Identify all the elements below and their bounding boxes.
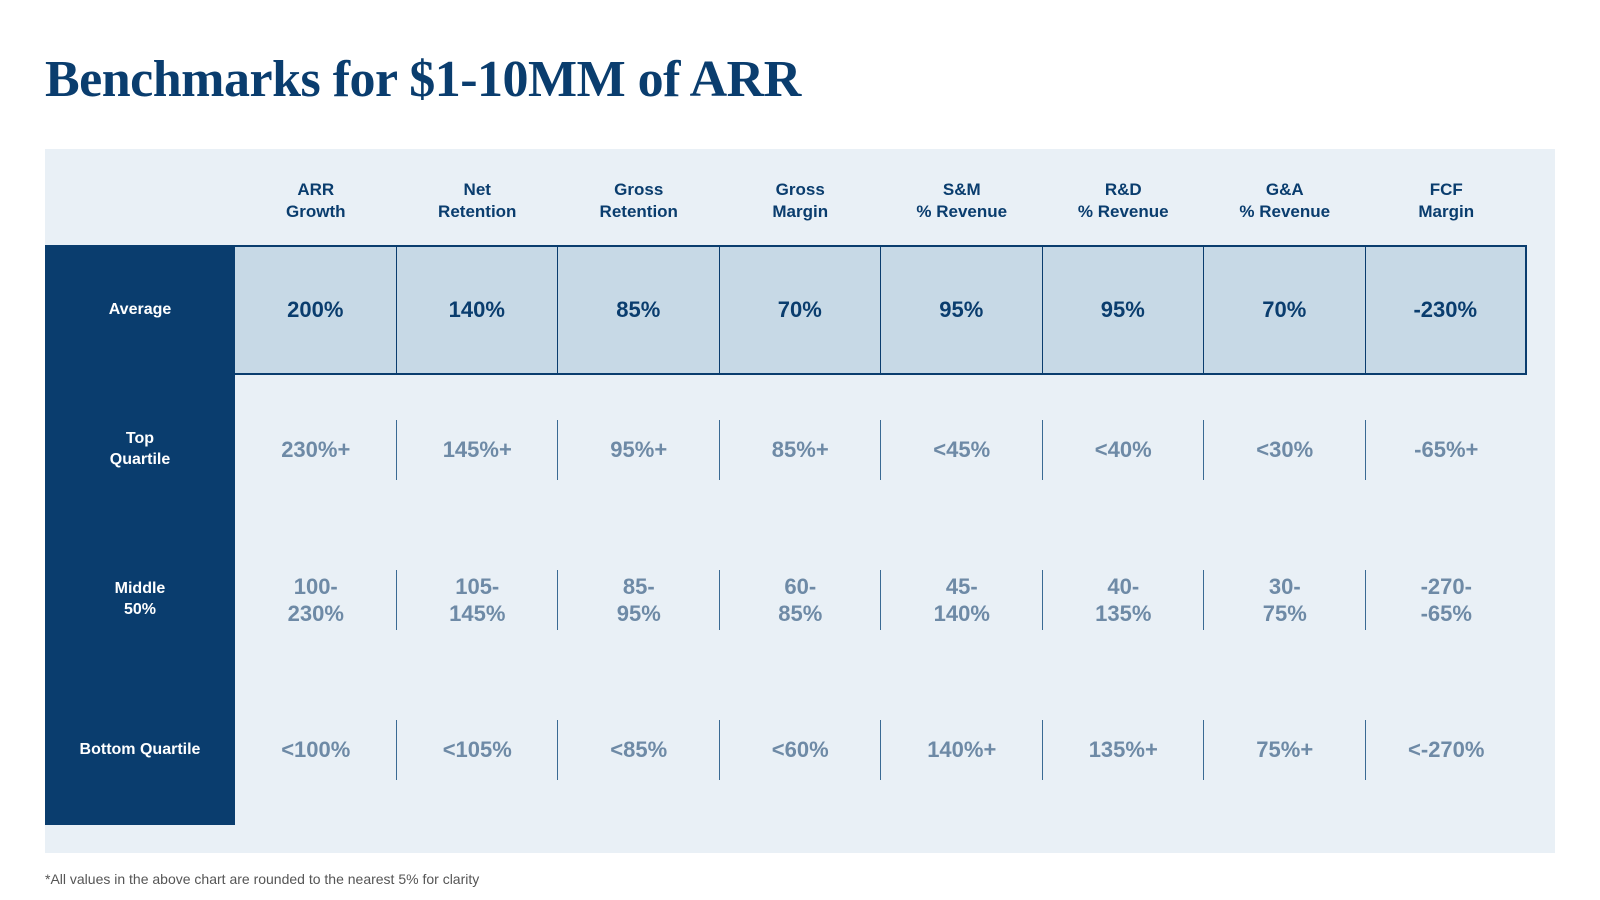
table-cell: 70%	[720, 245, 882, 375]
table-cell: 40- 135%	[1043, 525, 1205, 675]
column-header: Net Retention	[397, 169, 559, 245]
table-cell: 140%	[397, 245, 559, 375]
column-header: FCF Margin	[1366, 169, 1528, 245]
table-corner	[45, 169, 235, 245]
table-cell: <40%	[1043, 375, 1205, 525]
column-header: ARR Growth	[235, 169, 397, 245]
table-cell: <60%	[720, 675, 882, 825]
table-cell: 85- 95%	[558, 525, 720, 675]
table-cell: 75%+	[1204, 675, 1366, 825]
table-cell: -65%+	[1366, 375, 1528, 525]
table-cell: 70%	[1204, 245, 1366, 375]
table-cell: 230%+	[235, 375, 397, 525]
table-cell: 85%+	[720, 375, 882, 525]
table-cell: 200%	[235, 245, 397, 375]
table-cell: <-270%	[1366, 675, 1528, 825]
row-label: Top Quartile	[45, 375, 235, 525]
table-cell: 45- 140%	[881, 525, 1043, 675]
benchmark-table-panel: ARR GrowthNet RetentionGross RetentionGr…	[45, 149, 1555, 853]
table-cell: -270- -65%	[1366, 525, 1528, 675]
table-cell: 95%+	[558, 375, 720, 525]
table-cell: -230%	[1366, 245, 1528, 375]
table-cell: 85%	[558, 245, 720, 375]
table-cell: 30- 75%	[1204, 525, 1366, 675]
table-cell: <45%	[881, 375, 1043, 525]
table-cell: 60- 85%	[720, 525, 882, 675]
table-cell: 140%+	[881, 675, 1043, 825]
table-cell: <30%	[1204, 375, 1366, 525]
benchmark-table: ARR GrowthNet RetentionGross RetentionGr…	[45, 169, 1527, 825]
column-header: Gross Margin	[720, 169, 882, 245]
table-cell: <100%	[235, 675, 397, 825]
column-header: R&D % Revenue	[1043, 169, 1205, 245]
footnote: *All values in the above chart are round…	[45, 871, 1555, 887]
table-cell: 145%+	[397, 375, 559, 525]
column-header: S&M % Revenue	[881, 169, 1043, 245]
row-label: Middle 50%	[45, 525, 235, 675]
column-header: Gross Retention	[558, 169, 720, 245]
table-cell: 95%	[1043, 245, 1205, 375]
row-label: Bottom Quartile	[45, 675, 235, 825]
table-cell: 135%+	[1043, 675, 1205, 825]
table-cell: 105- 145%	[397, 525, 559, 675]
table-cell: <85%	[558, 675, 720, 825]
page-title: Benchmarks for $1-10MM of ARR	[45, 50, 1555, 109]
table-cell: <105%	[397, 675, 559, 825]
table-cell: 100- 230%	[235, 525, 397, 675]
column-header: G&A % Revenue	[1204, 169, 1366, 245]
table-cell: 95%	[881, 245, 1043, 375]
row-label: Average	[45, 245, 235, 375]
